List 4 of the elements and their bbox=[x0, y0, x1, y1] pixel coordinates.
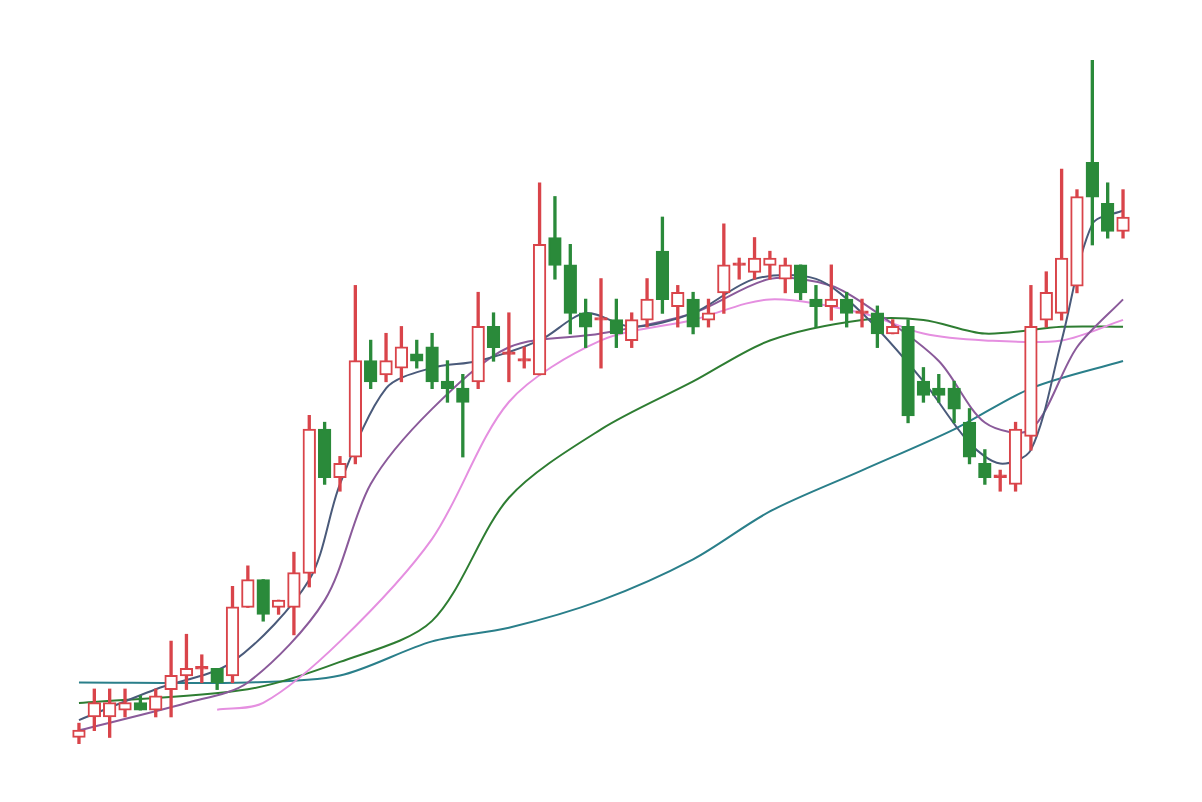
candlestick bbox=[594, 278, 608, 369]
candlestick bbox=[855, 298, 869, 328]
candlestick bbox=[809, 285, 823, 328]
candlestick bbox=[502, 312, 516, 383]
